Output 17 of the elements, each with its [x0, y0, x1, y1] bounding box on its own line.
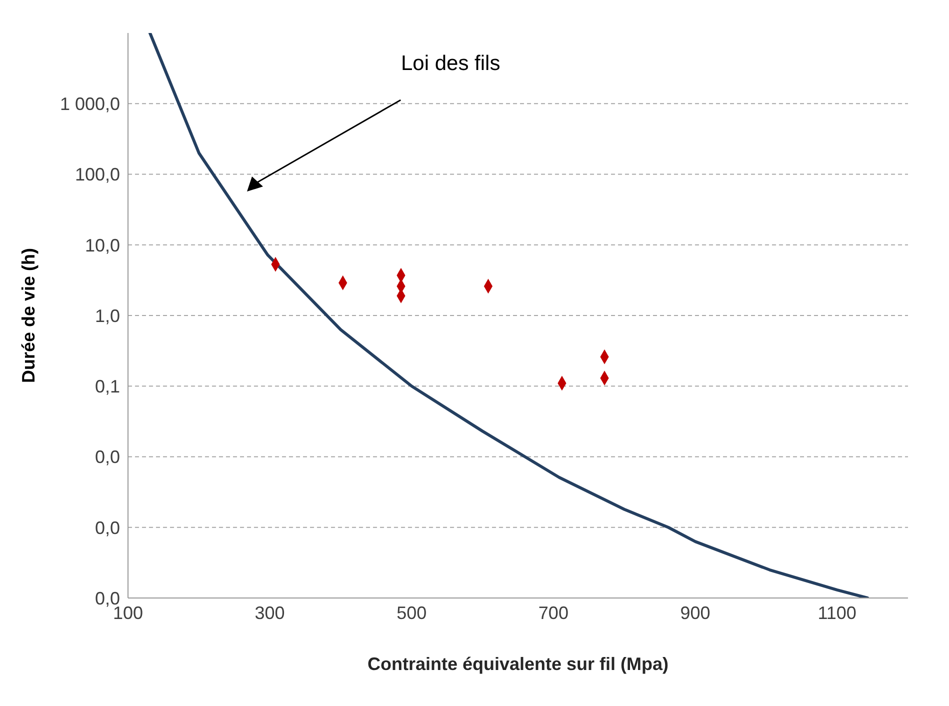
y-tick-label: 100,0: [74, 164, 120, 185]
x-tick-label: 300: [254, 602, 285, 623]
x-tick-label: 700: [538, 602, 568, 623]
x-tick-label: 500: [396, 602, 427, 623]
line-series: [148, 33, 870, 598]
y-tick-label: 0,0: [94, 518, 120, 538]
y-axis-title: Durée de vie (h): [18, 248, 38, 384]
x-tick-label: 1100: [818, 602, 856, 623]
y-tick-label: 0,0: [94, 447, 120, 468]
y-tick-label: 0,0: [94, 588, 120, 608]
y-tick-label: 0,1: [94, 376, 120, 397]
x-axis-title: Contrainte équivalente sur fil (Mpa): [367, 654, 669, 674]
x-tick-label: 900: [680, 602, 710, 623]
y-tick-label: 1 000,0: [60, 94, 120, 114]
annotation: Loi des fils: [401, 52, 500, 76]
y-tick-label: 1,0: [94, 306, 120, 326]
y-tick-label: 10,0: [84, 235, 120, 256]
